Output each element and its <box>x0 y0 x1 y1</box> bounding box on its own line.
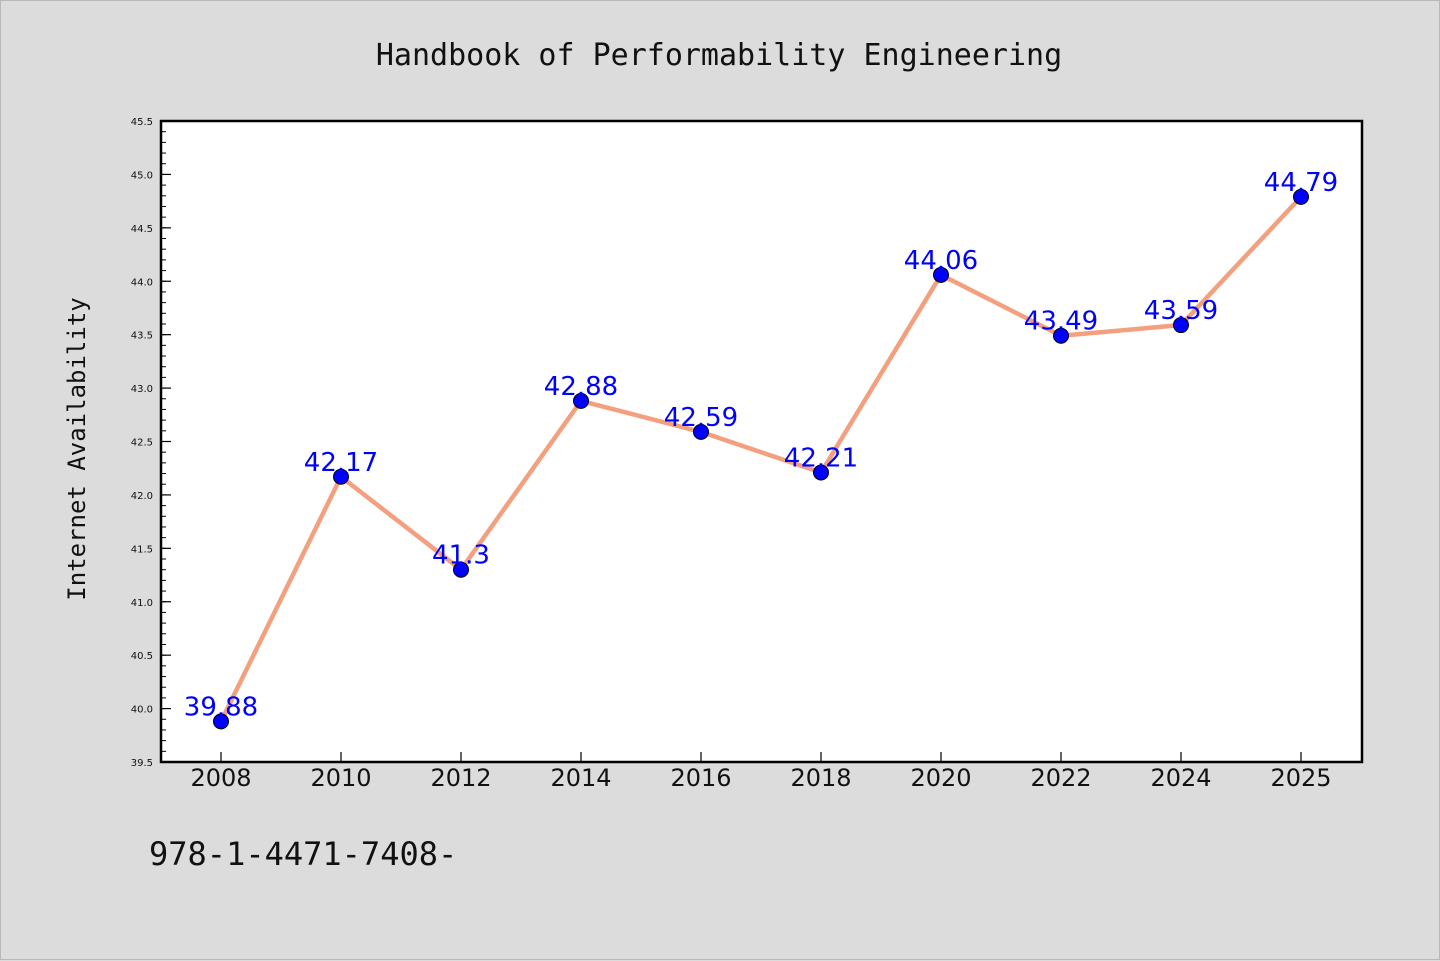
data-point <box>453 561 469 578</box>
x-tick-label: 2008 <box>190 764 251 792</box>
y-axis-label: Internet Availability <box>63 297 91 600</box>
x-tick-label: 2016 <box>670 764 731 792</box>
y-tick-label: 42.0 <box>131 491 153 502</box>
data-point <box>333 468 349 485</box>
x-tick-label: 2024 <box>1150 764 1211 792</box>
data-label: 43.49 <box>1024 307 1098 337</box>
y-tick-label: 41.5 <box>131 544 153 555</box>
x-tick-label: 2020 <box>910 764 971 792</box>
y-tick-label: 42.5 <box>131 438 153 449</box>
series-line-group <box>218 194 1304 724</box>
x-tick-label: 2014 <box>550 764 611 792</box>
y-tick-label: 41.0 <box>131 598 153 609</box>
y-tick-label: 40.5 <box>131 651 153 662</box>
data-point <box>573 392 589 409</box>
data-point <box>1053 327 1069 344</box>
plot-border <box>159 119 1364 764</box>
y-tick-label: 44.5 <box>131 224 153 235</box>
y-tick-label: 39.5 <box>131 758 153 769</box>
x-axis-ticks: 2008 2010 2012 2014 2016 2018 2020 2022 2024 2025 <box>190 752 1332 792</box>
data-point <box>813 464 829 481</box>
x-tick-label: 2022 <box>1030 764 1091 792</box>
data-label: 44.06 <box>904 246 978 276</box>
y-tick-label: 45.5 <box>131 117 153 128</box>
data-label: 42.88 <box>544 372 618 402</box>
data-point <box>1293 188 1309 205</box>
x-tick-label: 2012 <box>430 764 491 792</box>
y-tick-label: 40.0 <box>131 705 153 716</box>
plot-area <box>161 121 1362 762</box>
y-tick-label: 43.5 <box>131 331 153 342</box>
chart-title: Handbook of Performability Engineering <box>376 38 1062 73</box>
data-label: 41.3 <box>432 541 490 571</box>
y-tick-label: 44.0 <box>131 277 153 288</box>
x-tick-label: 2018 <box>790 764 851 792</box>
x-tick-label: 2010 <box>310 764 371 792</box>
data-label: 44.79 <box>1264 168 1338 198</box>
data-label: 42.17 <box>304 448 378 478</box>
data-label: 43.59 <box>1144 296 1218 326</box>
x-tick-label: 2025 <box>1270 764 1331 792</box>
data-point <box>933 266 949 283</box>
data-point <box>693 423 709 440</box>
data-point <box>1173 317 1189 334</box>
data-point <box>213 713 229 730</box>
footer-isbn: 978-1-4471-7408- <box>149 835 457 873</box>
series-points <box>213 188 1309 730</box>
data-label: 42.59 <box>664 403 738 433</box>
data-label: 39.88 <box>184 692 258 722</box>
y-axis-ticks: 39.5 40.0 40.5 41.0 41.5 42.0 42.5 43.0 43.5 44.0… <box>131 117 171 769</box>
series-line <box>218 194 1304 724</box>
data-label: 42.21 <box>784 443 858 473</box>
y-tick-label: 43.0 <box>131 384 153 395</box>
data-labels: 39.88 42.17 41.3 42.88 42.59 42.21 44.06 43.49 4… <box>184 168 1338 723</box>
y-tick-label: 45.0 <box>131 170 153 181</box>
